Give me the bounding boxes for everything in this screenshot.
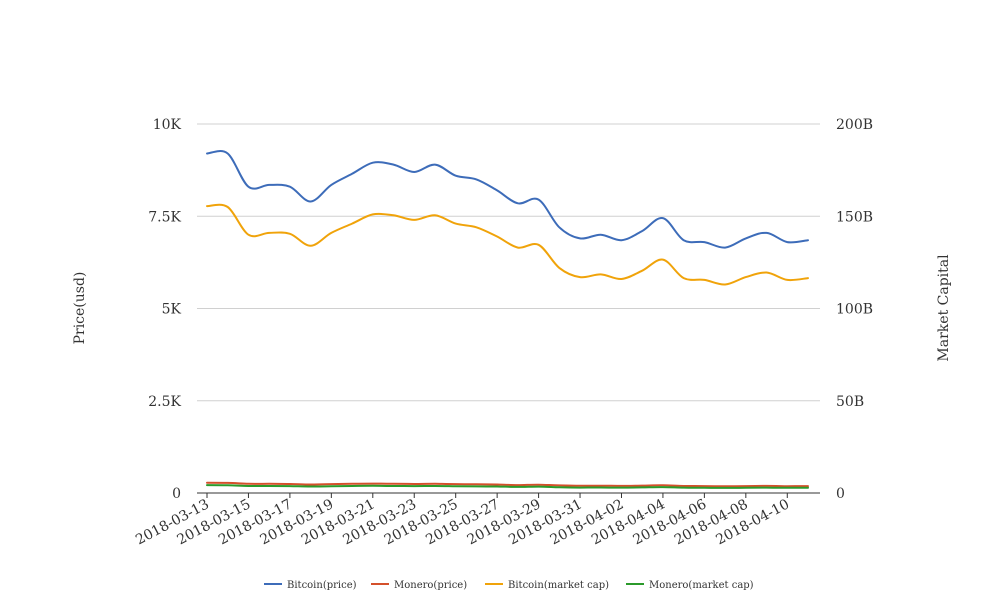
legend-item-monero-market-cap[interactable]: Monero(market cap) [626,580,754,591]
legend-item-bitcoin-market-cap[interactable]: Bitcoin(market cap) [485,580,609,591]
y-axis-right-label: Market Capital [936,254,952,362]
y-right-tick-label: 200B [836,117,873,133]
x-axis-ticks: 2018-03-132018-03-152018-03-172018-03-19… [133,493,792,548]
y-left-tick-label: 2.5K [148,394,181,410]
y-left-tick-label: 10K [153,117,182,133]
y-left-tick-label: 7.5K [148,209,181,225]
y-right-tick-label: 50B [836,394,864,410]
series-line-bitcoin-price [206,150,809,249]
y-axis-left-label: Price(usd) [72,272,88,345]
y-left-tick-label: 5K [162,302,182,318]
legend-item-monero-price[interactable]: Monero(price) [371,580,467,591]
y-right-tick-label: 0 [836,486,845,502]
y-right-tick-label: 100B [836,302,873,318]
series-line-bitcoin-market-cap [206,203,809,286]
y-left-tick-label: 0 [172,486,181,502]
legend-label: Monero(price) [394,580,467,591]
gridlines [197,123,820,402]
legend-label: Bitcoin(price) [287,580,357,591]
series-line-monero-market-cap [206,484,809,489]
series-line-monero-price [206,481,809,488]
legend-item-bitcoin-price[interactable]: Bitcoin(price) [264,580,357,591]
legend-label: Bitcoin(market cap) [508,580,609,591]
legend-label: Monero(market cap) [649,580,754,591]
y-axis-left-ticks: 0 2.5K 5K 7.5K 10K [148,117,181,502]
y-right-tick-label: 150B [836,209,873,225]
series-lines [206,150,809,489]
y-axis-right-ticks: 0 50B 100B 150B 200B [836,117,873,502]
legend: Bitcoin(price) Monero(price) Bitcoin(marke… [264,580,754,591]
